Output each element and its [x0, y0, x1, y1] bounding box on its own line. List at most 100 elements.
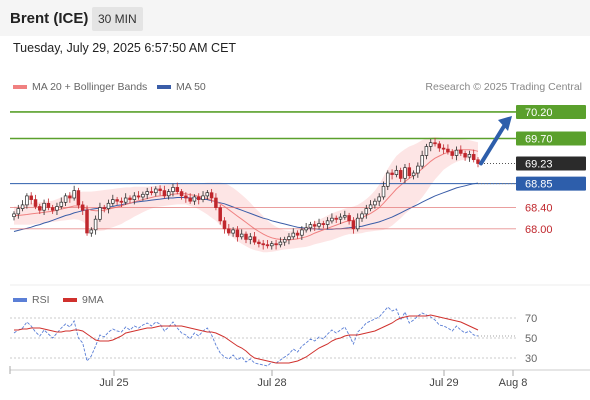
- candle-body: [12, 213, 16, 217]
- candle: [25, 193, 29, 209]
- rsi-panel: 70 50 30: [10, 306, 537, 367]
- support-label-box: [516, 176, 586, 191]
- resistance-label-box: [516, 131, 586, 146]
- candle-body: [149, 191, 154, 194]
- candle: [424, 143, 429, 160]
- candle-body: [111, 199, 115, 204]
- candle-body: [192, 196, 197, 202]
- candle: [450, 149, 454, 160]
- candle-body: [188, 197, 192, 202]
- chart-header: Brent (ICE) 30 MIN: [0, 0, 590, 36]
- rsi-ma-line: [14, 314, 479, 364]
- candle-body: [312, 224, 317, 227]
- candle-body: [347, 215, 351, 222]
- rsi-ma-label: 9MA: [82, 294, 104, 306]
- candle-body: [244, 233, 248, 240]
- candle-body: [291, 232, 296, 238]
- candle: [209, 188, 214, 203]
- candle-body: [154, 188, 158, 194]
- candle-body: [446, 148, 450, 153]
- candle: [355, 213, 360, 232]
- candle: [239, 229, 244, 240]
- candle: [317, 218, 321, 229]
- candle: [403, 164, 407, 184]
- candle: [89, 227, 94, 237]
- candle-body: [16, 208, 21, 215]
- candle-body: [59, 201, 64, 207]
- candle: [76, 187, 81, 209]
- candle: [205, 190, 210, 200]
- legend-ma20: MA 20 + Bollinger Bands: [13, 81, 147, 93]
- candle: [437, 141, 442, 152]
- candle: [308, 221, 313, 232]
- candle: [291, 228, 296, 240]
- candle-body: [128, 197, 132, 200]
- candle: [184, 192, 188, 203]
- rsi-line: [13, 306, 479, 367]
- candle: [38, 203, 42, 214]
- candle: [377, 193, 381, 206]
- x-tick-label: Jul 25: [99, 377, 128, 389]
- x-tick-label: Jul 29: [429, 377, 458, 389]
- candle: [145, 187, 149, 200]
- candle-body: [235, 229, 240, 238]
- candle-body: [428, 142, 433, 147]
- candle-body: [351, 220, 356, 230]
- ma50-label: MA 50: [176, 81, 206, 93]
- candle: [360, 211, 364, 222]
- candle: [282, 236, 287, 246]
- candle: [300, 226, 304, 240]
- candle-body: [364, 208, 369, 215]
- candle-body: [403, 167, 407, 179]
- candle: [441, 144, 446, 154]
- candle-body: [175, 187, 180, 192]
- candle: [132, 192, 137, 205]
- candle-body: [42, 202, 46, 211]
- candle: [119, 197, 124, 208]
- candle: [390, 169, 394, 180]
- candle-body: [450, 151, 454, 156]
- candle-body: [459, 149, 463, 154]
- instrument-title: Brent (ICE): [10, 10, 89, 27]
- current-price-label-box: [516, 156, 586, 171]
- candle: [476, 157, 480, 168]
- candle: [128, 195, 132, 204]
- candle: [98, 202, 102, 222]
- candle: [106, 199, 111, 214]
- candle-body: [46, 202, 51, 208]
- candle: [446, 144, 450, 155]
- candle-body: [218, 207, 222, 222]
- candle-body: [441, 147, 446, 150]
- candle-body: [386, 172, 390, 187]
- support-label-text: 68.85: [525, 179, 553, 191]
- candle: [20, 200, 25, 212]
- candle: [59, 197, 64, 210]
- candle-body: [467, 154, 472, 158]
- level-labels: 70.20 69.70 69.23 68.85 68.40 68.00: [516, 104, 586, 236]
- candle: [244, 231, 248, 244]
- candle: [188, 193, 192, 204]
- candle-body: [330, 217, 334, 222]
- candle-body: [274, 243, 278, 246]
- candle-body: [106, 202, 111, 209]
- ma20-label: MA 20 + Bollinger Bands: [32, 81, 148, 93]
- rsi-tick-label: 70: [525, 313, 537, 325]
- candle-body: [355, 217, 360, 230]
- candle-body: [325, 220, 330, 225]
- candle-body: [20, 204, 25, 209]
- candle: [12, 211, 16, 221]
- candle-body: [239, 233, 244, 238]
- candle: [154, 186, 158, 197]
- x-tick-label: Aug 8: [499, 377, 528, 389]
- candle: [428, 139, 433, 152]
- candle: [304, 222, 308, 233]
- candle-body: [252, 236, 257, 243]
- candle: [192, 194, 197, 205]
- candle-body: [68, 195, 72, 199]
- candle-body: [308, 224, 313, 229]
- datetime-label: Tuesday, July 29, 2025 6:57:50 AM CET: [13, 41, 237, 55]
- candle: [16, 204, 21, 219]
- rsi-tick-label: 30: [525, 353, 537, 365]
- timeframe-badge[interactable]: 30 MIN: [92, 7, 143, 31]
